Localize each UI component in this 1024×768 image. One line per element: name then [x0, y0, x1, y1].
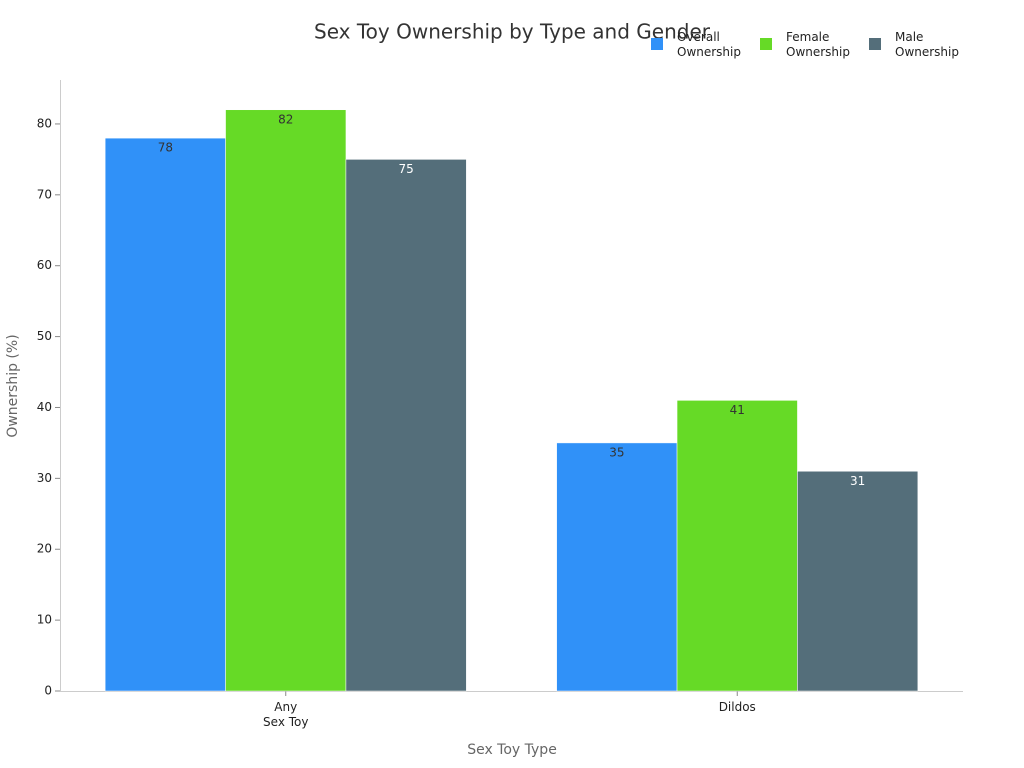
bar	[797, 471, 919, 692]
value-label: 35	[609, 445, 624, 459]
y-tick-label: 70	[37, 187, 52, 201]
value-label: 78	[158, 141, 173, 155]
bar	[345, 159, 467, 692]
chart-title: Sex Toy Ownership by Type and Gender	[314, 20, 711, 44]
y-tick-label: 20	[37, 542, 52, 556]
x-tick-label: Any Sex Toy	[263, 700, 309, 729]
bar	[676, 400, 798, 692]
x-tick-label: Dildos	[718, 700, 756, 714]
value-label: 75	[399, 162, 414, 176]
x-axis-title: Sex Toy Type	[467, 742, 557, 758]
value-label: 82	[278, 112, 293, 126]
bar	[556, 442, 678, 692]
value-label: 31	[850, 474, 865, 488]
bar	[225, 109, 347, 692]
y-tick-label: 0	[44, 684, 52, 698]
legend-swatch	[869, 38, 881, 50]
value-label: 41	[730, 403, 745, 417]
bar	[104, 137, 226, 692]
legend-swatch	[760, 38, 772, 50]
y-tick-label: 60	[37, 258, 52, 272]
y-tick-label: 10	[37, 613, 52, 627]
y-tick-label: 30	[37, 471, 52, 485]
legend-label: Overall Ownership	[677, 30, 741, 59]
legend-label: Male Ownership	[895, 30, 959, 59]
y-tick-label: 80	[37, 116, 52, 130]
y-tick-label: 40	[37, 400, 52, 414]
legend-swatch	[651, 38, 663, 50]
legend-label: Female Ownership	[786, 30, 850, 59]
y-tick-label: 50	[37, 329, 52, 343]
y-axis-title: Ownership (%)	[5, 334, 21, 437]
